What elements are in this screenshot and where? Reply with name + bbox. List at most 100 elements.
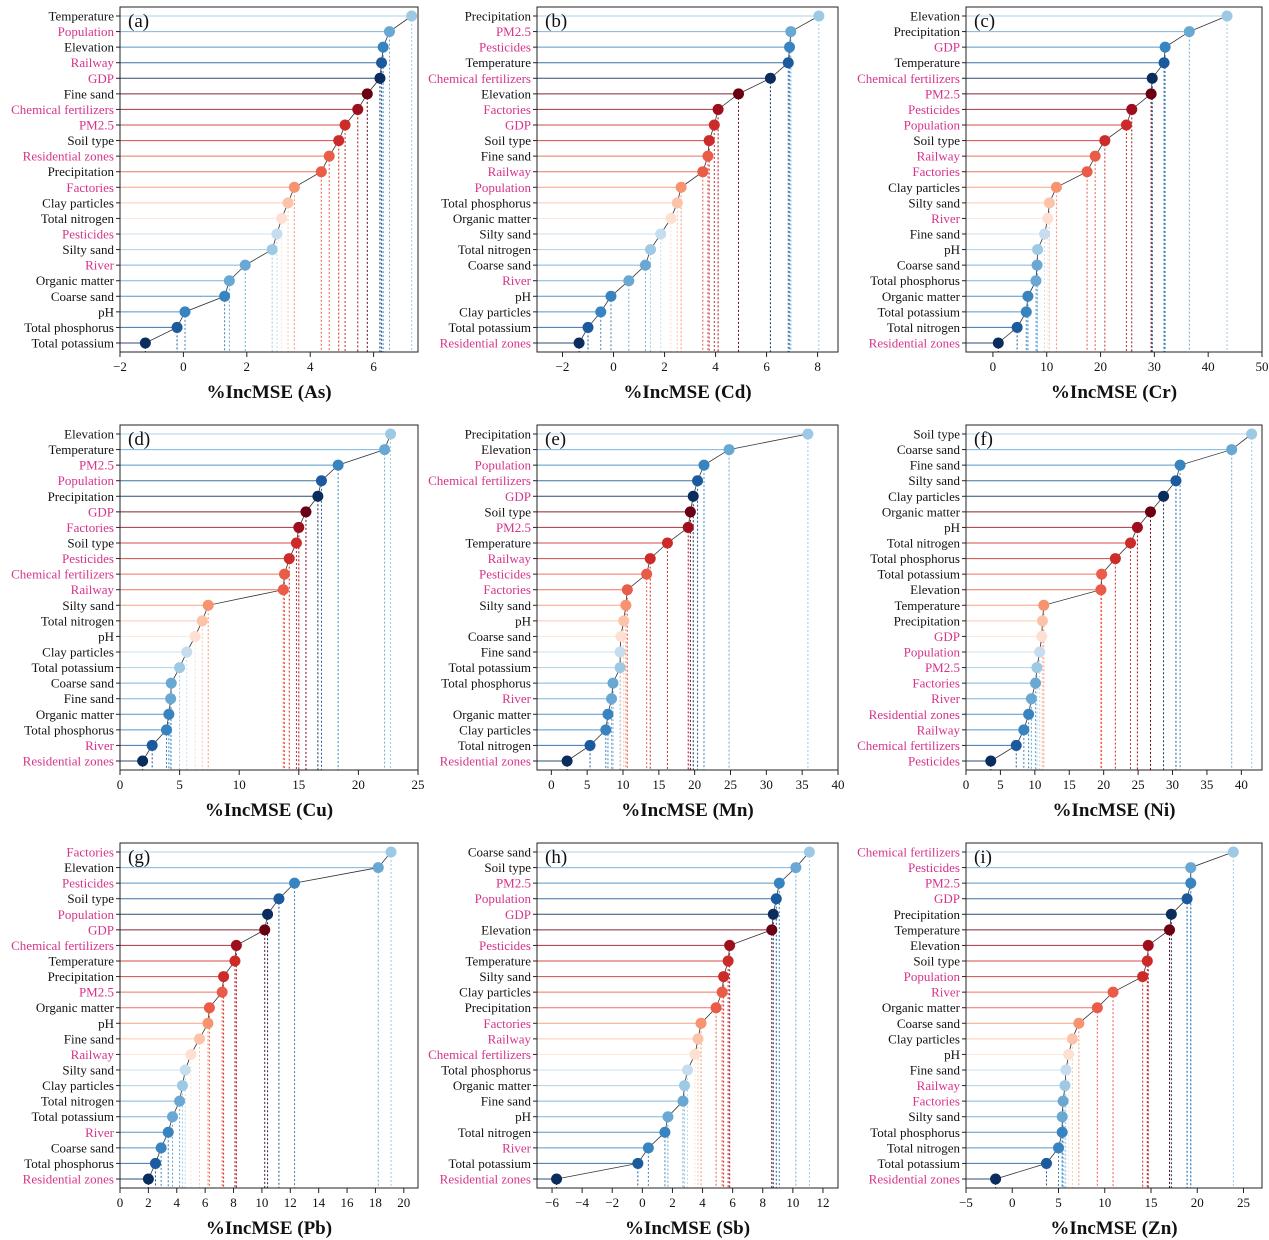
data-point [595,306,607,318]
category-label: Precipitation [465,1000,532,1015]
x-tick-label: 10 [786,1195,799,1210]
data-point [288,181,300,193]
data-point [223,275,235,287]
category-label: GDP [934,891,960,906]
data-point [1185,862,1197,874]
category-label: Railway [917,1078,961,1093]
data-point [665,212,677,224]
category-label: Fine sand [481,1094,532,1109]
category-label: Organic matter [882,1000,961,1015]
category-label: pH [515,289,531,304]
data-point [165,677,177,689]
data-point [733,88,745,100]
panel-label: (c) [974,11,995,32]
category-label: Coarse sand [51,1140,115,1155]
category-label: Silty sand [908,473,960,488]
data-point [1226,444,1238,456]
category-label: Coarse sand [468,629,532,644]
data-point [692,1033,704,1045]
category-label: Chemical fertilizers [857,738,960,753]
data-point [692,475,704,487]
category-label: Total phosphorus [441,195,531,210]
category-label: GDP [934,40,960,55]
category-label: Population [475,458,532,473]
category-label: Clay particles [459,722,531,737]
x-tick-label: −6 [545,1195,559,1210]
category-label: River [931,691,961,706]
category-label: Population [58,907,115,922]
data-point [607,677,619,689]
category-label: Coarse sand [468,845,532,860]
x-axis-label: %IncMSE (Mn) [621,800,753,821]
category-label: Silty sand [62,1063,114,1078]
data-point [1246,428,1258,440]
category-label: Total phosphorus [24,1156,114,1171]
data-point [276,212,288,224]
data-point [262,908,274,920]
category-label: Total phosphorus [870,273,960,288]
data-point [333,135,345,147]
data-point [773,877,785,889]
category-label: Residential zones [440,1172,531,1187]
data-point [277,584,289,596]
data-point [1120,119,1132,131]
data-point [1020,306,1032,318]
data-point [1221,10,1233,22]
category-label: Total phosphorus [441,1063,531,1078]
data-point [584,739,596,751]
data-point [802,428,814,440]
category-label: Residential zones [23,754,114,769]
x-tick-label: 40 [1202,359,1215,374]
series-line [148,851,392,1180]
x-tick-label: 30 [760,777,773,792]
category-label: River [85,1125,115,1140]
data-point [1109,553,1121,565]
data-point [146,739,158,751]
category-label: Pesticides [62,227,114,242]
x-tick-label: −2 [113,359,127,374]
data-point [315,166,327,178]
data-point [352,103,364,115]
data-point [1032,244,1044,256]
axes-frame [965,842,1263,1189]
data-point [573,337,585,349]
data-point [1030,275,1042,287]
category-label: Chemical fertilizers [857,71,960,86]
axes-frame [536,6,839,353]
data-point [1056,1111,1068,1123]
data-point [718,971,730,983]
data-point [602,708,614,720]
category-label: Fine sand [64,86,115,101]
category-label: Factories [912,676,960,691]
data-point [677,1095,689,1107]
data-point [615,630,627,642]
category-label: Coarse sand [51,289,115,304]
category-label: Total nitrogen [458,242,532,257]
category-label: Pesticides [62,551,114,566]
data-point [282,197,294,209]
category-label: Chemical fertilizers [11,102,114,117]
category-label: Population [58,24,115,39]
category-label: Fine sand [64,1031,115,1046]
x-tick-label: 0 [117,1195,124,1210]
category-label: Temperature [895,922,961,937]
category-label: Railway [71,582,115,597]
data-point [1039,228,1051,240]
category-label: Chemical fertilizers [11,938,114,953]
data-point [1126,103,1138,115]
category-label: Temperature [466,536,532,551]
x-axis-label: %IncMSE (Cu) [205,800,333,821]
data-point [385,428,397,440]
category-label: Railway [917,149,961,164]
category-label: Population [475,180,532,195]
data-point [1025,693,1037,705]
data-point [784,41,796,53]
category-label: Elevation [481,442,531,457]
category-label: Population [58,473,115,488]
axes-frame [119,842,419,1189]
data-point [662,1111,674,1123]
x-tick-label: 0 [180,359,187,374]
data-point [372,862,384,874]
category-label: Total nitrogen [887,536,961,551]
category-label: Soil type [913,954,960,969]
